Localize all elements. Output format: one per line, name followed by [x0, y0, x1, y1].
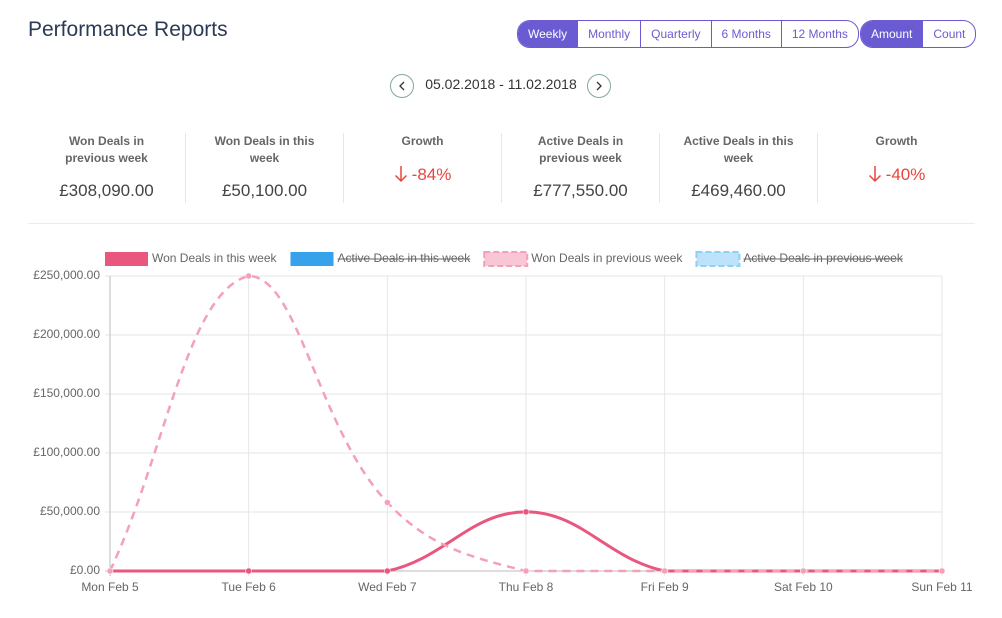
series-line	[108, 274, 942, 573]
stat-number: £469,460.00	[691, 181, 786, 200]
stat-label: Active Deals in this week	[683, 134, 794, 165]
data-point	[384, 567, 391, 575]
stat-number: -84%	[411, 165, 452, 184]
data-point	[938, 567, 946, 575]
x-tick-label: Tue Feb 6	[222, 580, 277, 594]
page-title: Performance Reports	[28, 18, 228, 41]
x-tick-label: Sun Feb 11	[911, 580, 972, 594]
next-button[interactable]	[587, 74, 611, 98]
toggle-button[interactable]: Weekly	[518, 21, 578, 47]
stat-label: Active Deals in previous week	[537, 134, 624, 165]
stat-number: -40%	[885, 165, 926, 184]
metric-toggle: Amount Count	[860, 20, 977, 48]
data-point	[106, 567, 114, 575]
toggle-button[interactable]: Amount	[861, 21, 923, 47]
legend-swatch	[290, 252, 334, 266]
x-tick-label: Wed Feb 7	[358, 580, 417, 594]
stat-value: £469,460.00	[660, 181, 817, 201]
legend-label: Active Deals in previous week	[743, 251, 903, 265]
stat-value: -84%	[344, 165, 501, 185]
stat-number: £777,550.00	[533, 181, 628, 200]
y-tick-label: £50,000.00	[40, 504, 100, 518]
toggle-button[interactable]: Quarterly	[640, 21, 710, 47]
stats-row: Won Deals in previous week £308,090.00 Won…	[28, 133, 975, 203]
y-tick-label: £100,000.00	[33, 445, 100, 459]
legend-swatch	[695, 251, 741, 267]
chart: £0.00 £50,000.00 £100,000.00 £150,000.00 £20…	[33, 251, 973, 594]
x-tick-label: Thu Feb 8	[499, 580, 554, 594]
data-point	[245, 567, 252, 575]
divider	[28, 223, 975, 224]
legend-swatch	[105, 252, 148, 266]
y-tick-label: £150,000.00	[33, 386, 100, 400]
stat-value: £308,090.00	[28, 181, 185, 201]
stat-card: Growth -84%	[343, 133, 501, 203]
data-point	[800, 567, 807, 575]
y-tick-label: £0.00	[70, 563, 100, 577]
x-tick-label: Fri Feb 9	[641, 580, 689, 594]
x-tick-label: Sat Feb 10	[774, 580, 833, 594]
stat-label: Won Deals in this week	[214, 134, 315, 165]
stat-label: Won Deals in previous week	[65, 134, 148, 165]
data-point	[245, 272, 252, 280]
data-point	[661, 567, 668, 575]
toggle-button[interactable]: Count	[922, 21, 975, 47]
legend-swatch	[483, 251, 529, 267]
down-arrow	[394, 166, 407, 183]
toggle-button[interactable]: 12 Months	[780, 21, 858, 47]
stat-card: Active Deals in this week £469,460.00	[659, 133, 817, 203]
stat-card: Growth -40%	[817, 133, 975, 203]
legend-label: Won Deals in previous week	[531, 251, 683, 265]
next-icon	[596, 81, 602, 91]
legend-label: Won Deals in this week	[152, 251, 278, 265]
data-point	[522, 508, 530, 516]
y-tick-label: £250,000.00	[33, 268, 100, 282]
stat-card: Won Deals in previous week £308,090.00	[28, 133, 185, 203]
period-toggle: Weekly Monthly Quarterly 6 Months 12 Months	[517, 20, 859, 48]
stat-card: Active Deals in previous week £777,550.00	[501, 133, 659, 203]
toggle-button[interactable]: 6 Months	[710, 21, 781, 47]
date-range: 05.02.2018 - 11.02.2018	[425, 76, 577, 92]
prev-icon	[399, 81, 405, 91]
data-point	[522, 567, 530, 575]
stat-value: £777,550.00	[502, 181, 659, 201]
toggle-button[interactable]: Monthly	[577, 21, 640, 47]
data-point	[384, 499, 391, 506]
legend-label: Active Deals in this week	[338, 251, 472, 265]
stat-card: Won Deals in this week £50,100.00	[185, 133, 343, 203]
prev-button[interactable]	[390, 74, 414, 98]
stat-number: £308,090.00	[59, 181, 154, 200]
y-tick-label: £200,000.00	[33, 327, 100, 341]
stat-number: £50,100.00	[221, 181, 308, 200]
down-arrow	[868, 166, 881, 183]
stat-label: Growth	[875, 134, 918, 148]
stat-value: -40%	[818, 165, 975, 185]
stat-value: £50,100.00	[186, 181, 343, 201]
x-tick-label: Mon Feb 5	[81, 580, 139, 594]
stat-label: Growth	[401, 134, 444, 148]
